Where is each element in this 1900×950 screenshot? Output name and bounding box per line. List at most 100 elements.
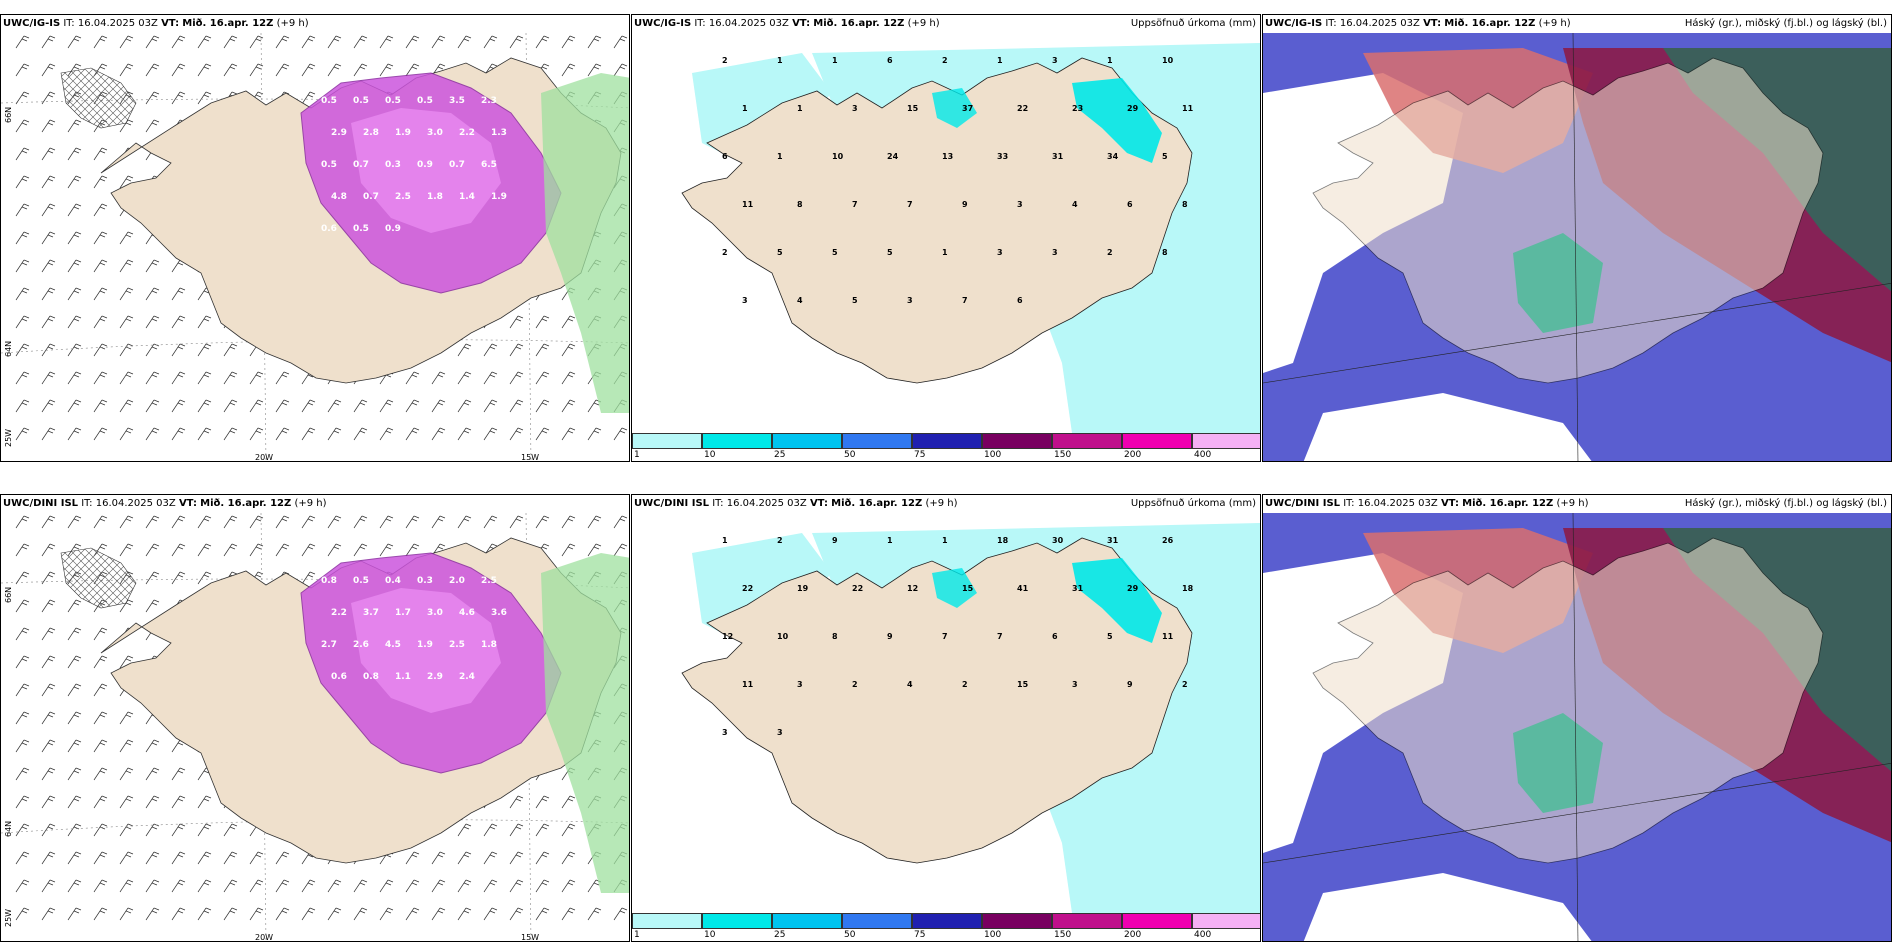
precip-value: 5 <box>1162 152 1168 161</box>
panel-header: UWC/DINI ISL IT: 16.04.2025 03Z VT: Mið.… <box>3 498 327 509</box>
precip-value: 34 <box>1107 152 1119 161</box>
clear-area-south <box>1303 873 1592 941</box>
snow-value: 3.0 <box>427 608 443 618</box>
precip-value: 9 <box>832 536 838 545</box>
precip-value: 4 <box>907 680 913 689</box>
precip-value: 1 <box>777 56 783 65</box>
colorbar-swatch <box>702 913 772 929</box>
precip-value: 18 <box>997 536 1009 545</box>
colorbar-swatch <box>842 433 912 449</box>
snow-value: 0.6 <box>321 224 337 234</box>
colorbar-tick: 75 <box>914 930 926 940</box>
colorbar-swatch <box>982 433 1052 449</box>
precip-value: 26 <box>1162 536 1174 545</box>
colorbar-tick: 25 <box>774 930 786 940</box>
colorbar-tick: 100 <box>984 930 1002 940</box>
colorbar-tick: 1 <box>634 930 640 940</box>
precip-colorbar: 1 10 25 50 75 100 150 200 400 <box>632 911 1260 941</box>
colorbar-tick: 50 <box>844 930 856 940</box>
boundary-line <box>1263 283 1891 384</box>
snow-value: 2.7 <box>321 640 337 650</box>
precip-value: 15 <box>962 584 974 593</box>
precip-value: 2 <box>1107 248 1113 257</box>
lat-label-25w: 25W <box>4 428 13 447</box>
precip-value: 2 <box>852 680 858 689</box>
precip-value: 9 <box>1127 680 1133 689</box>
snow-value: 0.5 <box>353 576 369 586</box>
precip-area-10 <box>1072 78 1162 163</box>
colorbar-tick: 400 <box>1194 930 1212 940</box>
snow-value: 0.6 <box>331 672 347 682</box>
precip-value: 7 <box>997 632 1003 641</box>
colorbar-tick: 10 <box>704 450 716 460</box>
precip-value: 3 <box>1052 56 1058 65</box>
precip-value: 15 <box>907 104 919 113</box>
snow-value: 3.7 <box>363 608 379 618</box>
snow-map: 0.5 0.5 0.5 0.5 3.5 2.3 2.9 2.8 1.9 3.0 2.2 1.3 0.5 0… <box>1 33 629 461</box>
hatched-area <box>60 547 137 609</box>
meridian-line <box>1572 513 1579 941</box>
precip-value: 1 <box>797 104 803 113</box>
snow-value: 0.3 <box>417 576 433 586</box>
panel-header: UWC/DINI ISL IT: 16.04.2025 03Z VT: Mið.… <box>1265 498 1589 509</box>
snow-value: 0.5 <box>417 96 433 106</box>
precip-value: 6 <box>887 56 893 65</box>
panel-header: UWC/IG-IS IT: 16.04.2025 03Z VT: Mið. 16… <box>1265 18 1571 29</box>
snow-value: 0.7 <box>363 192 379 202</box>
cloud-title: Háský (gr.), miðský (fj.bl.) og lágský (… <box>1684 498 1887 509</box>
snow-value: 2.6 <box>353 640 369 650</box>
precip-value: 7 <box>962 296 968 305</box>
snow-value: 1.3 <box>491 128 507 138</box>
precip-value: 10 <box>832 152 844 161</box>
cloud-title: Háský (gr.), miðský (fj.bl.) og lágský (… <box>1684 18 1887 29</box>
precip-value: 11 <box>1162 632 1174 641</box>
snow-value: 0.9 <box>417 160 433 170</box>
clear-area-south <box>1303 393 1592 461</box>
precip-value: 6 <box>1127 200 1133 209</box>
precip-colorbar: 1 10 25 50 75 100 150 200 400 <box>632 431 1260 461</box>
precip-value-labels: 2 1 1 6 2 1 3 1 101 1 3 15 37 22 23 29 116 1 10 24 13 33 31 34 5… <box>722 56 1194 305</box>
colorbar-tick: 100 <box>984 450 1002 460</box>
precip-value: 1 <box>942 248 948 257</box>
snow-value: 1.7 <box>395 608 411 618</box>
rain-area <box>541 73 629 413</box>
snow-map: 0.8 0.5 0.4 0.3 2.0 2.5 2.2 3.7 1.7 3.0 4.6 3.6 2.7 2… <box>1 513 629 941</box>
precip-value: 41 <box>1017 584 1029 593</box>
colorbar-tick: 25 <box>774 450 786 460</box>
snow-value: 2.0 <box>449 576 465 586</box>
hatched-area <box>60 67 137 129</box>
precip-value: 24 <box>887 152 899 161</box>
precip-value: 12 <box>907 584 918 593</box>
precip-value: 10 <box>1162 56 1174 65</box>
precip-value: 4 <box>797 296 803 305</box>
precip-title: Uppsöfnuð úrkoma (mm) <box>1130 498 1256 509</box>
precip-value: 1 <box>1107 56 1113 65</box>
snow-value: 0.3 <box>385 160 401 170</box>
boundary-line <box>1263 763 1891 864</box>
snow-value: 2.5 <box>449 640 465 650</box>
precip-value: 3 <box>1072 680 1078 689</box>
precip-value: 33 <box>997 152 1008 161</box>
precip-value: 1 <box>942 536 948 545</box>
precip-value: 9 <box>962 200 968 209</box>
precip-value: 13 <box>942 152 953 161</box>
lat-label-64n: 64N <box>4 340 13 357</box>
precip-value: 2 <box>1182 680 1188 689</box>
precip-value: 3 <box>722 728 728 737</box>
lat-label-64n: 64N <box>4 820 13 837</box>
cloud-panel-top: UWC/IG-IS IT: 16.04.2025 03Z VT: Mið. 16… <box>1262 14 1892 462</box>
precip-value: 6 <box>1052 632 1058 641</box>
precip-value: 3 <box>907 296 913 305</box>
snow-value: 4.6 <box>459 608 475 618</box>
precip-value: 3 <box>777 728 783 737</box>
panel-header: UWC/IG-IS IT: 16.04.2025 03Z VT: Mið. 16… <box>3 18 309 29</box>
precip-value: 7 <box>907 200 913 209</box>
snow-wind-panel-bottom: UWC/DINI ISL IT: 16.04.2025 03Z VT: Mið.… <box>0 494 630 942</box>
snow-value: 0.8 <box>321 576 337 586</box>
precip-area-10-north <box>932 88 977 128</box>
precip-value: 3 <box>852 104 858 113</box>
cloud-map <box>1263 33 1891 461</box>
snow-value: 3.6 <box>491 608 507 618</box>
lon-label-15w: 15W <box>521 453 540 462</box>
